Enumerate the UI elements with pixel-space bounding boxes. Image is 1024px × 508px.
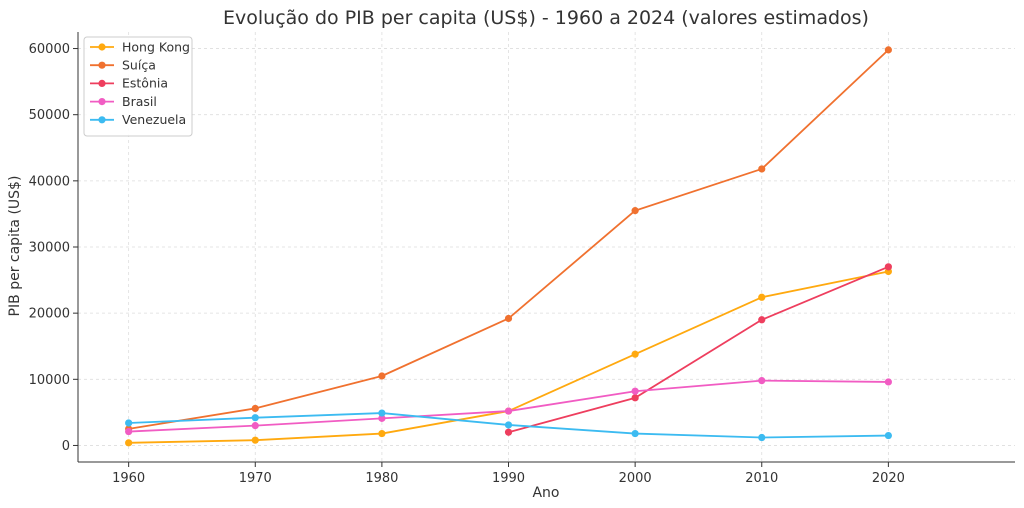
y-tick-label: 60000 (29, 42, 70, 57)
y-tick-label: 20000 (29, 307, 70, 322)
data-point (884, 46, 892, 54)
data-point (884, 263, 892, 271)
legend-item: Hong Kong (90, 39, 190, 54)
legend-label: Venezuela (122, 112, 186, 127)
chart-title: Evolução do PIB per capita (US$) - 1960 … (223, 7, 869, 29)
legend-label: Brasil (122, 94, 157, 109)
series-venezuela (125, 409, 892, 442)
data-point (631, 394, 639, 402)
data-point (378, 409, 386, 417)
data-point (378, 372, 386, 380)
series-brasil (125, 377, 892, 436)
legend-item: Brasil (90, 94, 157, 109)
y-tick-label: 30000 (29, 241, 70, 256)
data-point (251, 422, 259, 430)
data-point (251, 414, 259, 422)
x-tick-label: 1960 (112, 471, 145, 486)
data-point (125, 439, 133, 447)
legend-swatch-marker (98, 79, 106, 87)
data-point (631, 350, 639, 358)
data-point (758, 377, 766, 385)
data-point (758, 316, 766, 324)
data-point (631, 207, 639, 215)
x-tick-label: 1990 (492, 471, 525, 486)
data-point (125, 427, 133, 436)
x-tick-label: 1970 (239, 471, 272, 486)
gridlines (78, 32, 1015, 462)
data-point (251, 436, 259, 444)
data-point (758, 293, 766, 301)
x-tick-label: 1980 (365, 471, 398, 486)
data-point (631, 429, 639, 438)
legend-item: Suíça (90, 58, 156, 73)
legend-label: Hong Kong (122, 39, 190, 54)
y-tick-label: 50000 (29, 108, 70, 123)
x-tick-label: 2010 (745, 471, 778, 486)
data-point (378, 414, 386, 422)
data-point (504, 407, 513, 415)
data-point (758, 165, 766, 173)
y-tick-label: 10000 (29, 373, 70, 388)
x-tick-label: 2020 (872, 471, 905, 486)
legend-swatch-marker (98, 61, 106, 69)
y-tick-label: 40000 (29, 174, 70, 189)
series-group (125, 46, 892, 447)
data-point (758, 433, 766, 442)
data-point (378, 429, 386, 438)
legend-item: Estônia (90, 76, 168, 91)
axes: 1960 1970 1980 1990 2000 2010 2020 0 10000 20000 3… (29, 32, 1015, 486)
data-point (251, 404, 259, 413)
data-point (125, 419, 133, 427)
legend-label: Suíça (122, 58, 156, 73)
x-tick-label: 2000 (619, 471, 652, 486)
series-line (508, 266, 889, 434)
y-axis-label: PIB per capita (US$) (7, 176, 23, 317)
y-tick-label: 0 (62, 439, 70, 454)
data-point (504, 421, 513, 429)
series-est-nia (504, 263, 892, 436)
legend: Hong Kong Suíça Estônia Brasil Venezuela (83, 36, 193, 137)
data-point (504, 428, 513, 436)
legend-swatch-marker (98, 116, 106, 124)
data-point (631, 387, 639, 395)
legend-box (83, 36, 193, 137)
data-point (884, 431, 892, 440)
legend-swatch-marker (98, 43, 106, 51)
series-su-a (125, 46, 892, 433)
legend-label: Estônia (122, 76, 168, 91)
data-point (884, 378, 892, 386)
x-axis-label: Ano (532, 485, 559, 501)
legend-swatch-marker (98, 98, 106, 106)
data-point (504, 314, 513, 323)
legend-item: Venezuela (90, 112, 186, 127)
